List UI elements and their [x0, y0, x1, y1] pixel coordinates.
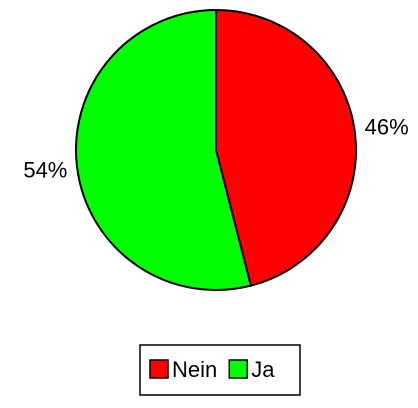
legend-label: Nein	[172, 357, 217, 382]
slice-label: 54%	[23, 157, 67, 182]
pie-slice	[215, 8, 357, 287]
legend-swatch	[228, 359, 248, 379]
slice-label: 46%	[365, 114, 409, 139]
legend-swatch	[149, 359, 169, 379]
pie-slice	[75, 8, 253, 291]
legend-label: Ja	[251, 357, 275, 382]
